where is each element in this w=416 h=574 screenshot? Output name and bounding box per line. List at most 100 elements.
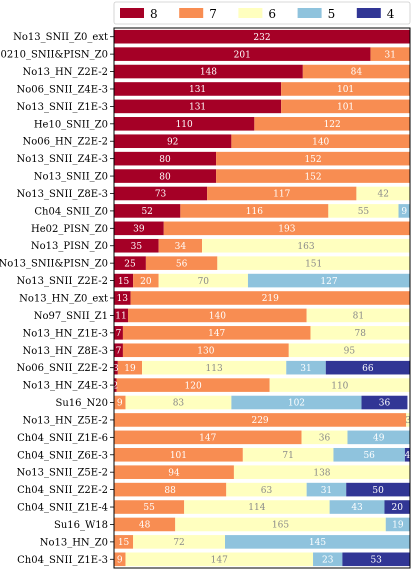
- data-label: 152: [304, 155, 321, 165]
- bar-segment-6: [133, 535, 225, 549]
- y-tick-label: No13_HN_Z2E-2: [22, 67, 108, 78]
- data-label: 35: [131, 242, 143, 252]
- bar-segment-8: [114, 273, 134, 288]
- y-tick-label: Su16_W18: [54, 520, 108, 531]
- legend-swatch-6: [238, 8, 263, 18]
- data-label: 152: [304, 172, 321, 182]
- bar-segment-8: [114, 47, 371, 61]
- y-tick-label: No06_HN_Z2E-2: [22, 137, 108, 148]
- bar-segment-6: [217, 256, 410, 270]
- bar-segment-7: [207, 186, 357, 201]
- data-label: 73: [155, 190, 167, 200]
- bar-segment-7: [281, 99, 410, 114]
- bar-segment-5: [398, 204, 410, 218]
- data-label: 127: [320, 277, 337, 287]
- bar-segment-7: [114, 413, 407, 427]
- bar-segment-7: [117, 360, 143, 375]
- bar-segment-5: [313, 552, 343, 567]
- bar-segment-7: [114, 395, 126, 410]
- legend-swatch-4: [356, 8, 381, 18]
- y-tick-label: He0210_SNII&PISN_Z0: [0, 50, 108, 61]
- data-label: 4: [405, 451, 411, 461]
- data-label: 116: [246, 207, 263, 217]
- data-label: 117: [273, 190, 290, 200]
- bar-segment-8: [114, 238, 159, 253]
- y-tick-label: No13_HN_Z5E-2: [22, 415, 108, 426]
- bar-segment-6: [142, 360, 287, 375]
- data-label: 7: [116, 329, 122, 339]
- data-label: 101: [337, 103, 354, 113]
- data-label: 151: [305, 259, 322, 269]
- bar-segment-7: [254, 117, 410, 131]
- data-label: 130: [197, 346, 214, 356]
- data-label: 140: [209, 312, 226, 322]
- y-tick-label: No06_SNII_Z4E-3: [16, 84, 108, 95]
- bar-segment-7: [116, 378, 270, 392]
- y-tick-labels: No13_SNII_Z0_ext He0210_SNII&PISN_Z0 No13_…: [0, 32, 114, 566]
- data-label: 52: [141, 207, 152, 217]
- data-label: 11: [115, 312, 126, 322]
- bar-segment-7: [370, 47, 410, 61]
- data-label: 3: [113, 364, 119, 374]
- bar-segment-5: [286, 360, 326, 375]
- data-label: 25: [124, 259, 136, 269]
- legend-swatch-5: [297, 8, 322, 18]
- data-label: 15: [118, 538, 130, 548]
- bar-segment-6: [158, 273, 248, 288]
- data-label: 84: [351, 68, 363, 78]
- data-label: 120: [185, 381, 202, 391]
- data-label: 2: [112, 381, 118, 391]
- data-label: 13: [117, 294, 129, 304]
- legend-label: 6: [268, 7, 276, 21]
- bar-segment-5: [231, 395, 362, 410]
- data-label: 53: [370, 555, 382, 565]
- y-tick-label: No13_SNII_Z0: [34, 172, 108, 183]
- bar-segment-7: [122, 343, 289, 358]
- bar-segment-4: [325, 360, 410, 375]
- data-label: 19: [124, 364, 136, 374]
- y-tick-label: Su16_N20: [56, 398, 109, 409]
- bar-segment-8: [114, 256, 146, 270]
- bar-segment-6: [233, 465, 410, 479]
- legend-label: 5: [328, 7, 336, 21]
- bar-segment-8: [114, 308, 129, 323]
- bar-segment-8: [114, 29, 410, 44]
- data-label: 92: [167, 137, 178, 147]
- data-label: 232: [253, 33, 270, 43]
- y-tick-label: Ch04_SNII_Z6E-3: [17, 450, 108, 461]
- bar-segment-7: [158, 238, 203, 253]
- data-label: 36: [319, 434, 331, 444]
- bar-segment-8: [114, 343, 123, 358]
- bar-segment-4: [361, 395, 408, 410]
- data-label: 31: [384, 50, 395, 60]
- y-tick-label: No13_SNII_Z2E-2: [16, 276, 108, 287]
- data-label: 101: [337, 85, 354, 95]
- data-label: 72: [173, 538, 184, 548]
- bar-segment-5: [347, 430, 410, 445]
- y-tick-label: No13_HN_Z8E-3: [22, 346, 108, 357]
- data-label: 63: [261, 486, 273, 496]
- bar-segment-7: [114, 482, 227, 497]
- bar-segment-7: [130, 291, 410, 305]
- bar-segment-6: [242, 447, 334, 462]
- y-tick-label: No13_SNII_Z0_ext: [13, 32, 108, 43]
- data-label: 95: [344, 346, 356, 356]
- data-label: 229: [251, 416, 268, 426]
- y-tick-label: Ch04_SNII_Z2E-2: [17, 485, 108, 496]
- bar-segment-8: [114, 186, 208, 201]
- bar-segment-8: [114, 221, 164, 236]
- bar-segment-8: [114, 360, 118, 375]
- y-tick-label: No13_PISN_Z0: [31, 241, 108, 252]
- data-label: 48: [139, 521, 151, 531]
- bar-segment-7: [133, 273, 159, 288]
- bar-segment-7: [145, 256, 218, 270]
- bar-segment-7: [216, 151, 410, 166]
- data-label: 114: [248, 503, 265, 513]
- data-label: 55: [358, 207, 370, 217]
- bar-segment-6: [226, 482, 307, 497]
- bar-segment-7: [114, 517, 176, 532]
- bar-segment-6: [406, 413, 410, 427]
- data-label: 23: [322, 555, 334, 565]
- data-label: 36: [379, 399, 391, 409]
- data-label: 193: [278, 225, 295, 235]
